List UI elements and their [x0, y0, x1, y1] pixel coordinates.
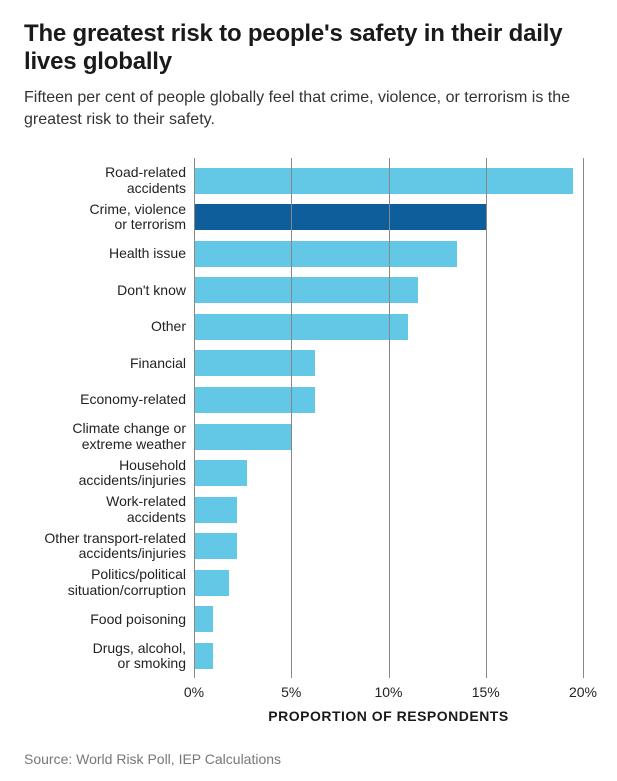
bar-label: Don't know [24, 283, 194, 298]
bar [194, 387, 315, 413]
bar [194, 606, 213, 632]
bar [194, 277, 418, 303]
gridline [486, 158, 487, 678]
bar-label: Economy-related [24, 392, 194, 407]
bar [194, 168, 573, 194]
bar [194, 241, 457, 267]
plot-area: Road-related accidentsCrime, violence or… [194, 158, 583, 678]
bar-label: Work-related accidents [24, 494, 194, 525]
bar-label: Food poisoning [24, 612, 194, 627]
bar-label: Other transport-related accidents/injuri… [24, 531, 194, 562]
bar-label: Financial [24, 356, 194, 371]
bar [194, 350, 315, 376]
bar [194, 570, 229, 596]
bar [194, 204, 486, 230]
chart-subtitle: Fifteen per cent of people globally feel… [24, 87, 593, 130]
bar [194, 314, 408, 340]
bar-label: Other [24, 319, 194, 334]
source-text: Source: World Risk Poll, IEP Calculation… [24, 751, 281, 767]
gridline [194, 158, 195, 678]
bar-label: Politics/political situation/corruption [24, 567, 194, 598]
x-tick-label: 20% [569, 678, 597, 700]
bar [194, 533, 237, 559]
gridline [389, 158, 390, 678]
bar-label: Health issue [24, 246, 194, 261]
bar-label: Climate change or extreme weather [24, 421, 194, 452]
chart-title: The greatest risk to people's safety in … [24, 20, 593, 75]
gridline [583, 158, 584, 678]
bar [194, 460, 247, 486]
bar-label: Crime, violence or terrorism [24, 202, 194, 233]
x-axis-title: PROPORTION OF RESPONDENTS [194, 708, 583, 724]
x-tick-label: 10% [374, 678, 402, 700]
x-tick-label: 15% [472, 678, 500, 700]
bar [194, 643, 213, 669]
x-tick-label: 0% [184, 678, 204, 700]
bar-label: Drugs, alcohol, or smoking [24, 641, 194, 672]
x-tick-label: 5% [281, 678, 301, 700]
bar-label: Road-related accidents [24, 165, 194, 196]
bar [194, 497, 237, 523]
gridline [291, 158, 292, 678]
bar [194, 424, 291, 450]
bar-label: Household accidents/injuries [24, 458, 194, 489]
bar-chart: Road-related accidents Crime, violence or… [24, 158, 593, 724]
